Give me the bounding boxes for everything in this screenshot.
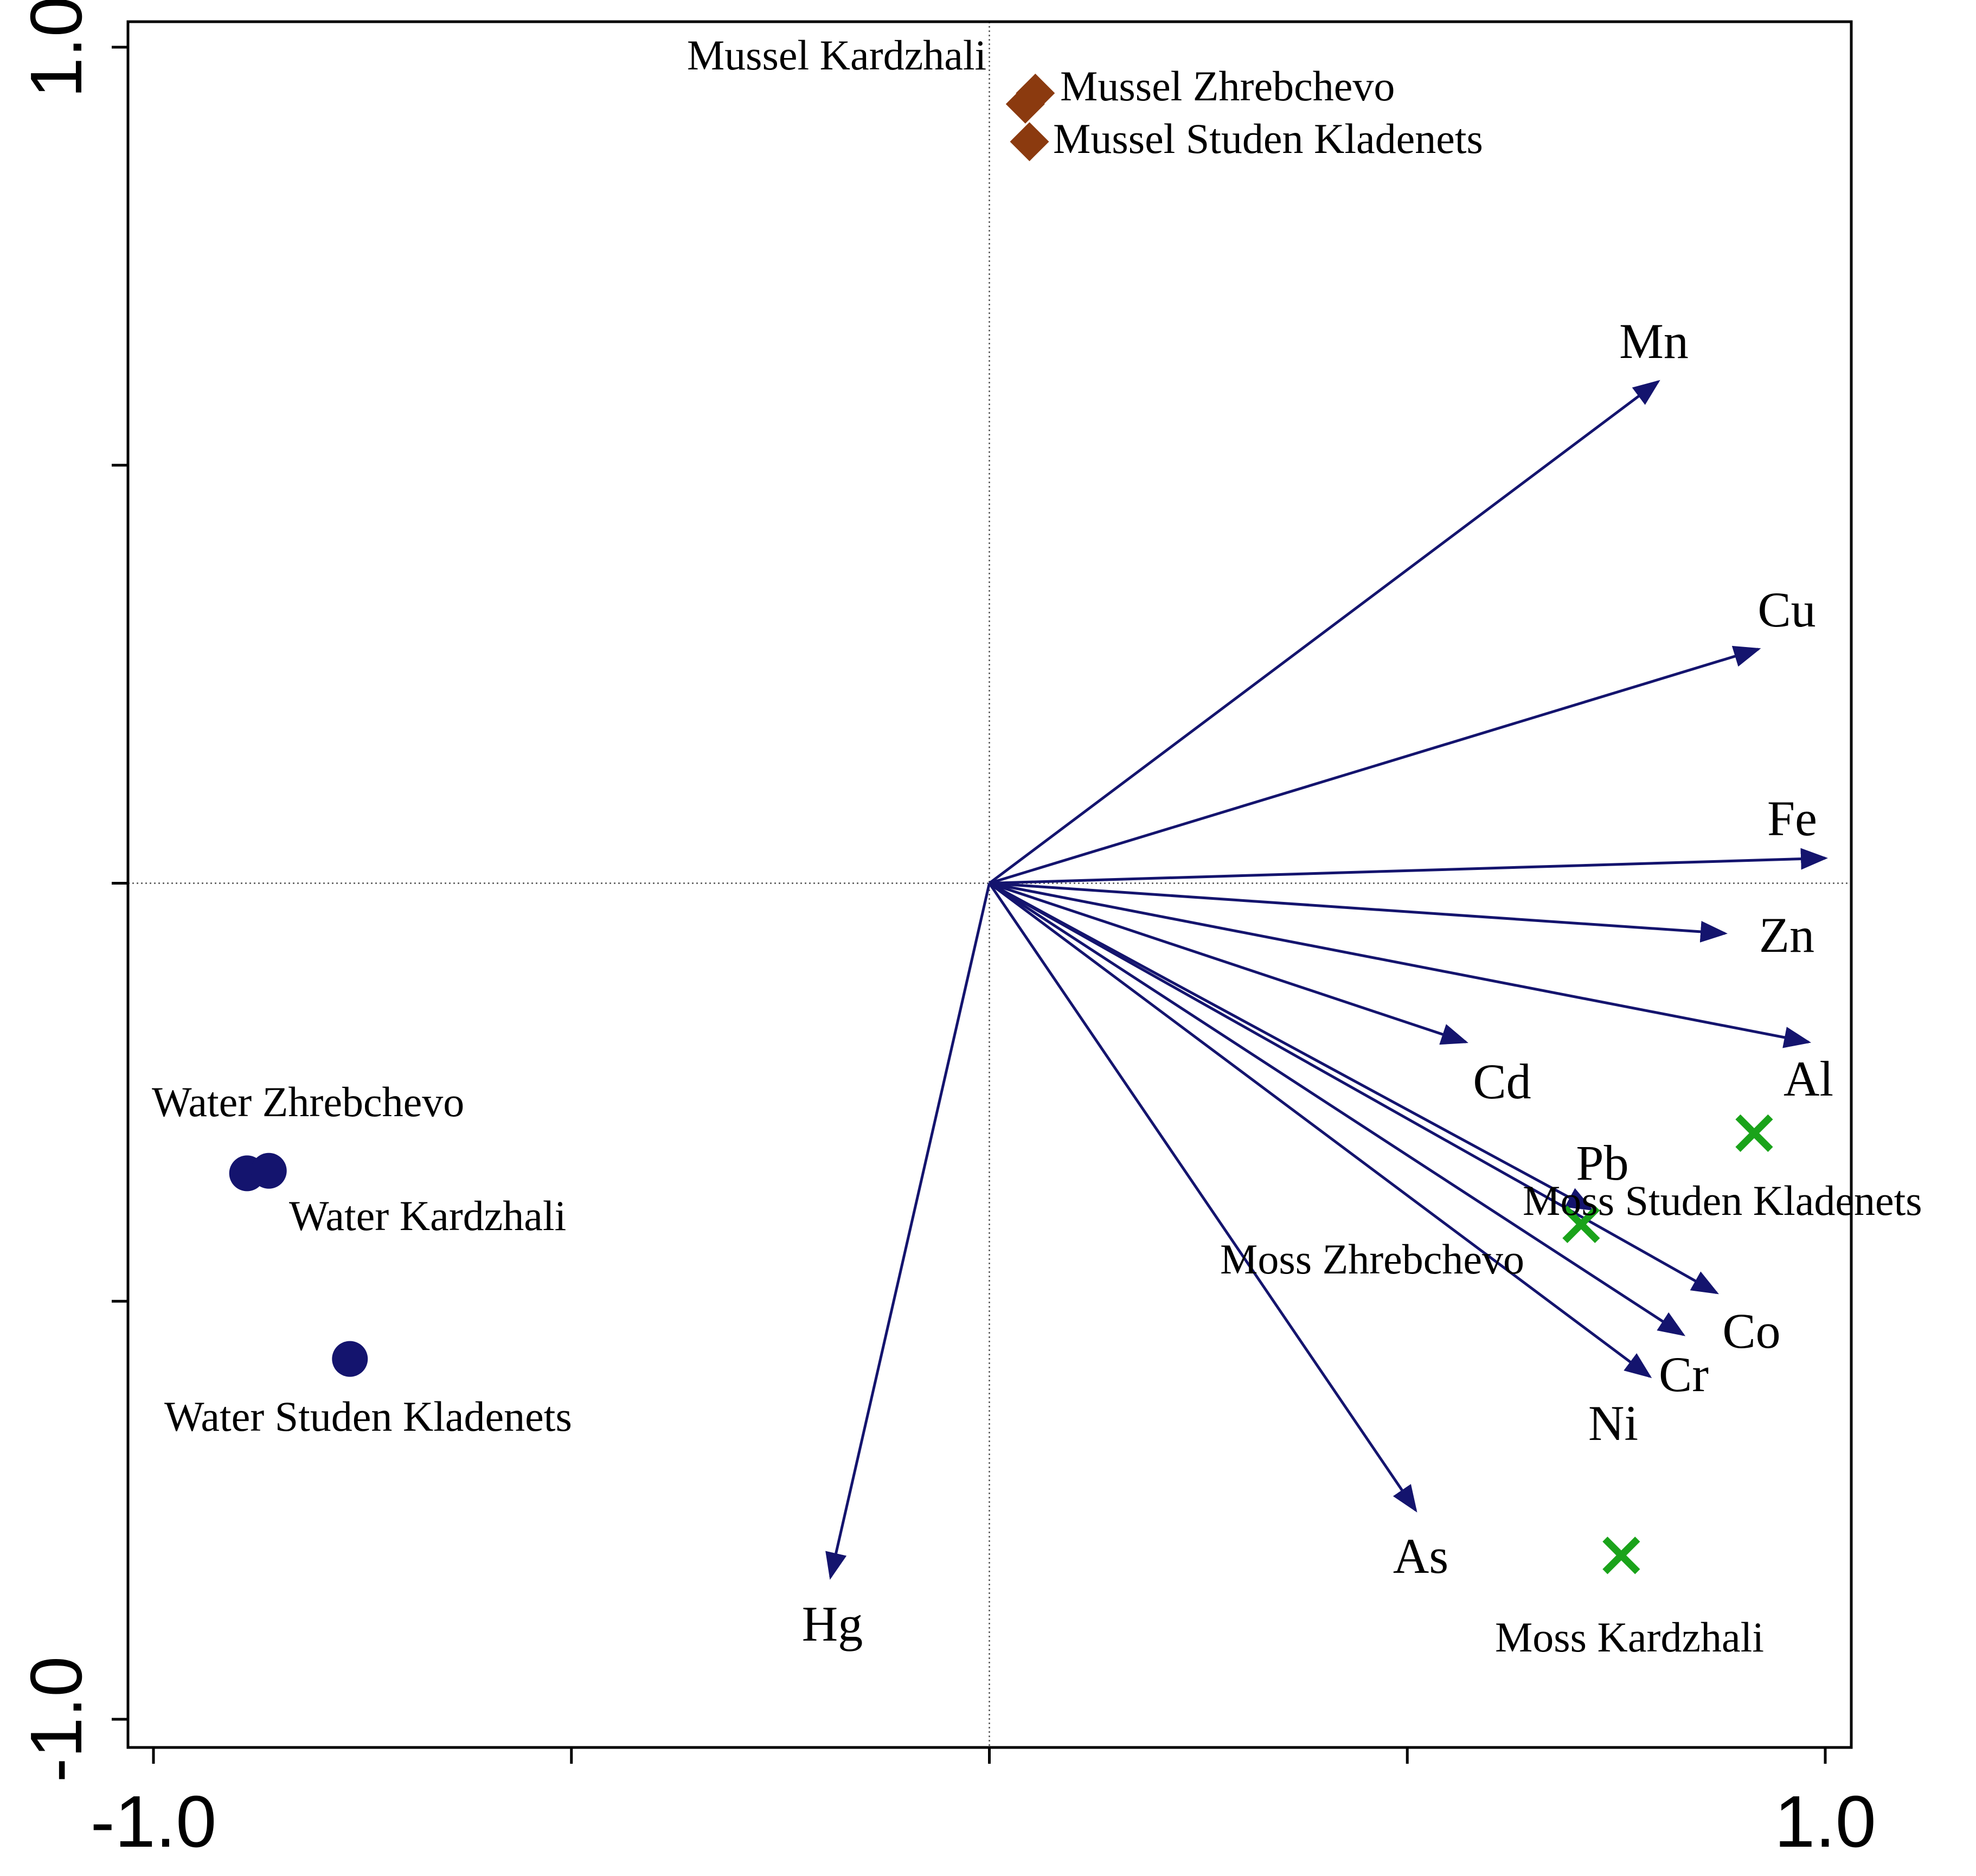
vector-label-mn: Mn (1619, 313, 1689, 369)
point-mussel-zhrebchevo (1016, 73, 1055, 113)
vector-label-cd: Cd (1473, 1054, 1531, 1109)
point-moss-studen-kladenets-stroke-b (1735, 1114, 1773, 1153)
point-mussel-studen-kladenets (1010, 122, 1049, 162)
point-moss-zhrebchevo (1562, 1205, 1600, 1244)
vector-cu (989, 645, 1761, 885)
y-tick-label-max: 1.0 (15, 0, 97, 98)
point-label-moss-studen-kladenets: Moss Studen Kladenets (1523, 1177, 1922, 1224)
point-water-studen-kladenets (332, 1341, 368, 1377)
point-water-kardzhali (251, 1153, 287, 1189)
loading-vectors (825, 380, 1828, 1580)
point-moss-zhrebchevo-stroke-b (1562, 1205, 1600, 1244)
vector-as (988, 882, 1417, 1513)
vector-zn (989, 882, 1728, 943)
vector-label-hg: Hg (802, 1596, 863, 1651)
point-label-water-zhrebchevo: Water Zhrebchevo (152, 1078, 464, 1125)
vector-fe (989, 848, 1828, 885)
point-label-mussel-zhrebchevo: Mussel Zhrebchevo (1060, 62, 1395, 110)
vector-ni (989, 882, 1652, 1378)
point-label-moss-kardzhali: Moss Kardzhali (1495, 1614, 1764, 1661)
point-label-water-studen-kladenets: Water Studen Kladenets (164, 1393, 572, 1440)
vector-pb (989, 882, 1594, 1211)
point-label-mussel-kardzhali: Mussel Kardzhali (687, 31, 986, 79)
y-tick-label-min: -1.0 (15, 1656, 97, 1783)
vector-hg (825, 882, 991, 1580)
vector-cr (989, 882, 1686, 1336)
sample-points (229, 73, 1773, 1574)
vector-label-al: Al (1783, 1051, 1833, 1106)
vector-mn (988, 380, 1660, 885)
vector-label-co: Co (1722, 1303, 1780, 1359)
x-tick-label-max: 1.0 (1774, 1781, 1876, 1862)
x-tick-label-min: -1.0 (91, 1781, 217, 1862)
point-label-moss-zhrebchevo: Moss Zhrebchevo (1220, 1235, 1524, 1283)
vector-co (989, 882, 1719, 1295)
point-moss-kardzhali (1602, 1536, 1640, 1574)
vector-label-cr: Cr (1659, 1347, 1709, 1402)
vector-label-as: As (1393, 1528, 1448, 1584)
point-moss-kardzhali-stroke-b (1602, 1536, 1640, 1574)
point-moss-studen-kladenets (1735, 1114, 1773, 1153)
plot-frame (126, 20, 1853, 1749)
vector-label-fe: Fe (1767, 791, 1817, 846)
point-label-water-kardzhali: Water Kardzhali (289, 1192, 566, 1239)
vector-cd (989, 882, 1468, 1045)
point-label-mussel-studen-kladenets: Mussel Studen Kladenets (1053, 115, 1483, 162)
vector-al (989, 882, 1812, 1048)
vector-label-zn: Zn (1759, 907, 1814, 963)
vector-label-cu: Cu (1757, 582, 1815, 637)
zero-lines (128, 22, 1851, 1747)
axes: -1.0 1.0 -1.0 1.0 (15, 0, 1876, 1862)
vector-label-ni: Ni (1588, 1395, 1638, 1451)
vector-label-pb: Pb (1576, 1135, 1628, 1190)
